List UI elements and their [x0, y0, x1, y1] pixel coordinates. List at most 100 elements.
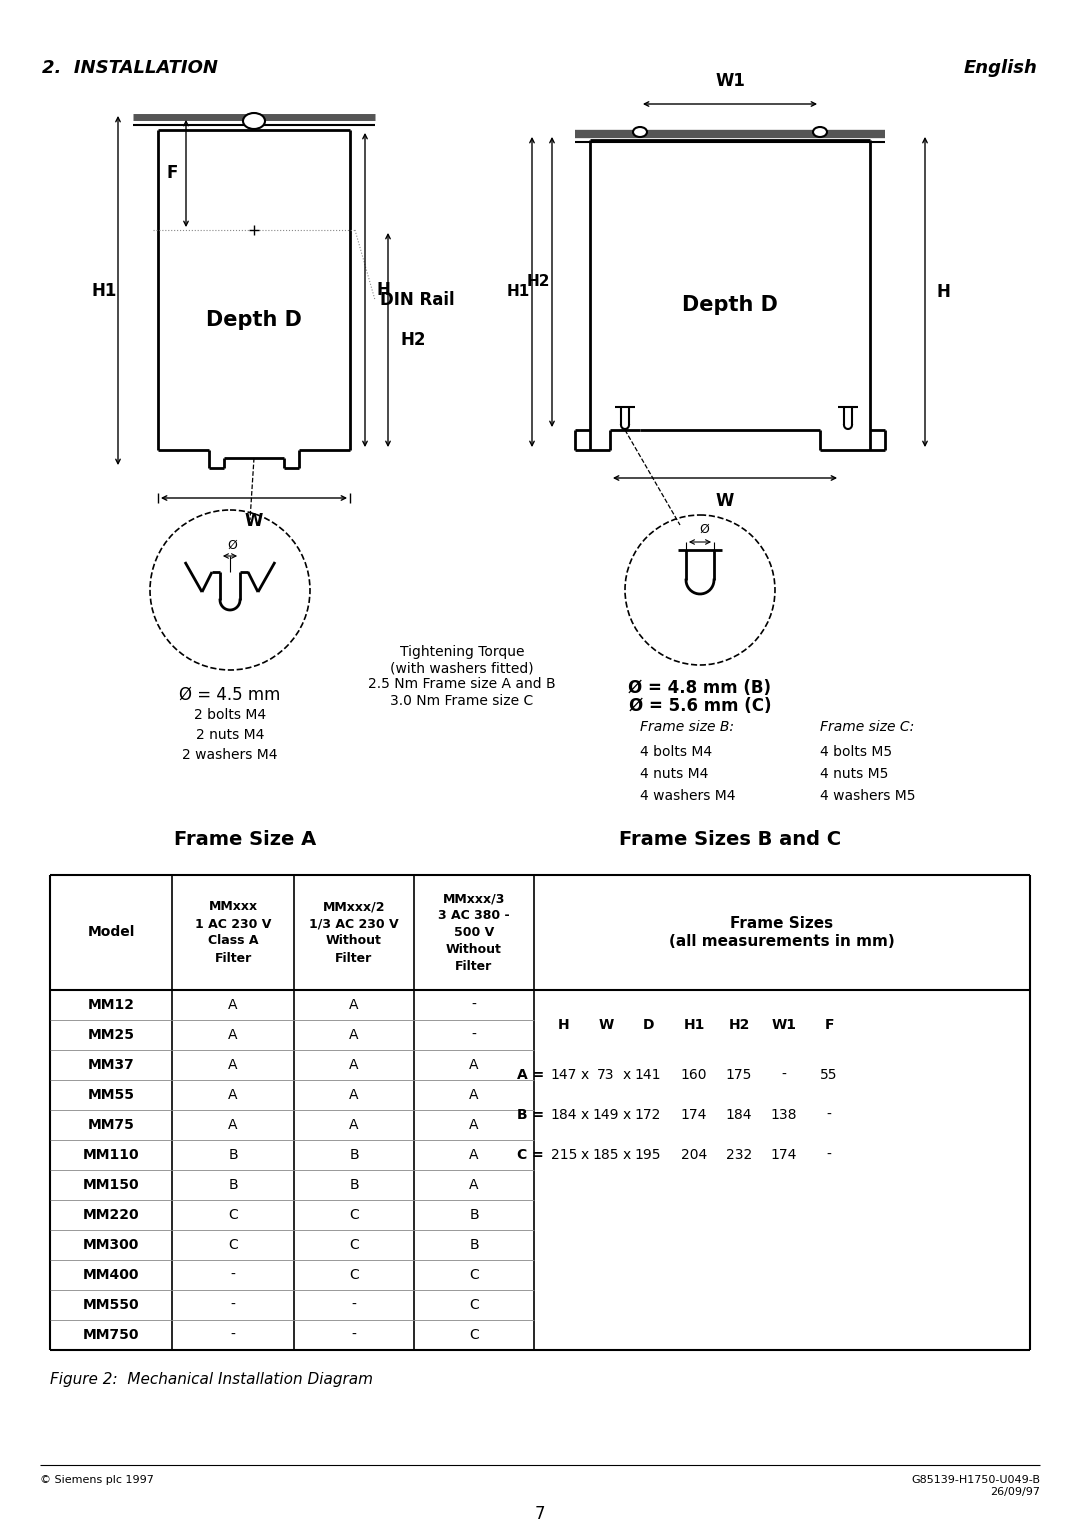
Text: Frame size B:: Frame size B:	[640, 720, 734, 733]
Text: A: A	[349, 1028, 359, 1042]
Text: MM300: MM300	[83, 1238, 139, 1251]
Text: MM12: MM12	[87, 998, 135, 1012]
Text: MM750: MM750	[83, 1328, 139, 1342]
Text: -: -	[352, 1328, 356, 1342]
Text: 2 nuts M4: 2 nuts M4	[195, 727, 265, 743]
Text: -: -	[826, 1148, 832, 1161]
Text: 2.  INSTALLATION: 2. INSTALLATION	[42, 60, 218, 76]
Text: A: A	[228, 1088, 238, 1102]
Ellipse shape	[813, 127, 827, 138]
Text: W1: W1	[771, 1018, 797, 1031]
Text: 141: 141	[635, 1068, 661, 1082]
Text: C: C	[228, 1209, 238, 1222]
Text: -: -	[352, 1297, 356, 1313]
Text: A: A	[469, 1088, 478, 1102]
Text: G85139-H1750-U049-B
26/09/97: G85139-H1750-U049-B 26/09/97	[912, 1475, 1040, 1496]
Text: H2: H2	[728, 1018, 750, 1031]
Text: A =: A =	[516, 1068, 544, 1082]
Text: English: English	[964, 60, 1038, 76]
Text: 195: 195	[635, 1148, 661, 1161]
Text: 4 nuts M5: 4 nuts M5	[820, 767, 889, 781]
Text: A: A	[228, 998, 238, 1012]
Text: H2: H2	[526, 275, 550, 289]
Text: H1: H1	[684, 1018, 704, 1031]
Text: 4 washers M5: 4 washers M5	[820, 788, 916, 804]
Text: 149: 149	[593, 1108, 619, 1122]
Text: C: C	[349, 1238, 359, 1251]
Text: C: C	[349, 1268, 359, 1282]
Text: 172: 172	[635, 1108, 661, 1122]
Text: MM25: MM25	[87, 1028, 135, 1042]
Ellipse shape	[243, 113, 265, 128]
Text: Ø = 4.8 mm (B): Ø = 4.8 mm (B)	[629, 678, 771, 697]
Text: Figure 2:  Mechanical Installation Diagram: Figure 2: Mechanical Installation Diagra…	[50, 1372, 373, 1387]
Text: A: A	[228, 1028, 238, 1042]
Text: B: B	[228, 1178, 238, 1192]
Text: B: B	[349, 1178, 359, 1192]
Text: Ø: Ø	[227, 539, 237, 552]
Text: Depth D: Depth D	[206, 310, 302, 330]
Text: -: -	[782, 1068, 786, 1082]
Text: Model: Model	[87, 926, 135, 940]
Text: A: A	[228, 1057, 238, 1073]
Text: A: A	[349, 998, 359, 1012]
Text: 4 washers M4: 4 washers M4	[640, 788, 735, 804]
Text: 160: 160	[680, 1068, 707, 1082]
Text: Frame size C:: Frame size C:	[820, 720, 915, 733]
Text: MM550: MM550	[83, 1297, 139, 1313]
Text: Ø = 5.6 mm (C): Ø = 5.6 mm (C)	[629, 697, 771, 715]
Text: -: -	[472, 1028, 476, 1042]
Text: x: x	[581, 1068, 589, 1082]
Text: C: C	[469, 1268, 478, 1282]
Text: F: F	[166, 165, 178, 182]
Text: 4 nuts M4: 4 nuts M4	[640, 767, 708, 781]
Text: A: A	[469, 1148, 478, 1161]
Text: 7: 7	[535, 1505, 545, 1523]
Text: B =: B =	[517, 1108, 544, 1122]
Text: W: W	[245, 512, 264, 530]
Text: C: C	[228, 1238, 238, 1251]
Text: MM37: MM37	[87, 1057, 134, 1073]
Text: -: -	[472, 998, 476, 1012]
Text: Depth D: Depth D	[683, 295, 778, 315]
Text: Tightening Torque
(with washers fitted)
2.5 Nm Frame size A and B
3.0 Nm Frame s: Tightening Torque (with washers fitted) …	[368, 645, 556, 707]
Text: A: A	[228, 1118, 238, 1132]
Text: A: A	[469, 1118, 478, 1132]
Text: 184: 184	[551, 1108, 577, 1122]
Text: W: W	[716, 492, 734, 510]
Text: B: B	[469, 1209, 478, 1222]
Text: MMxxx
1 AC 230 V
Class A
Filter: MMxxx 1 AC 230 V Class A Filter	[194, 900, 271, 964]
Text: H1: H1	[92, 281, 117, 299]
Text: Ø = 4.5 mm: Ø = 4.5 mm	[179, 686, 281, 704]
Text: MM150: MM150	[83, 1178, 139, 1192]
Text: © Siemens plc 1997: © Siemens plc 1997	[40, 1475, 153, 1485]
Text: 174: 174	[680, 1108, 707, 1122]
Text: x: x	[623, 1108, 631, 1122]
Text: MM110: MM110	[83, 1148, 139, 1161]
Text: MM400: MM400	[83, 1268, 139, 1282]
Text: -: -	[230, 1328, 235, 1342]
Text: DIN Rail: DIN Rail	[380, 290, 455, 309]
Text: -: -	[826, 1108, 832, 1122]
Text: MM220: MM220	[83, 1209, 139, 1222]
Text: 174: 174	[771, 1148, 797, 1161]
Text: 185: 185	[593, 1148, 619, 1161]
Text: 2 washers M4: 2 washers M4	[183, 749, 278, 762]
Text: Ø: Ø	[699, 523, 708, 536]
Text: C: C	[469, 1297, 478, 1313]
Text: MM75: MM75	[87, 1118, 134, 1132]
Text: H: H	[377, 281, 391, 299]
Text: 175: 175	[726, 1068, 752, 1082]
Text: 73: 73	[597, 1068, 615, 1082]
Text: A: A	[349, 1057, 359, 1073]
Text: MMxxx/3
3 AC 380 -
500 V
Without
Filter: MMxxx/3 3 AC 380 - 500 V Without Filter	[438, 892, 510, 973]
Text: x: x	[581, 1108, 589, 1122]
Text: A: A	[349, 1118, 359, 1132]
Text: -: -	[230, 1297, 235, 1313]
Ellipse shape	[633, 127, 647, 138]
Text: 138: 138	[771, 1108, 797, 1122]
Text: 55: 55	[820, 1068, 838, 1082]
Text: 147: 147	[551, 1068, 577, 1082]
Text: Frame Sizes B and C: Frame Sizes B and C	[619, 830, 841, 850]
Text: D: D	[643, 1018, 653, 1031]
